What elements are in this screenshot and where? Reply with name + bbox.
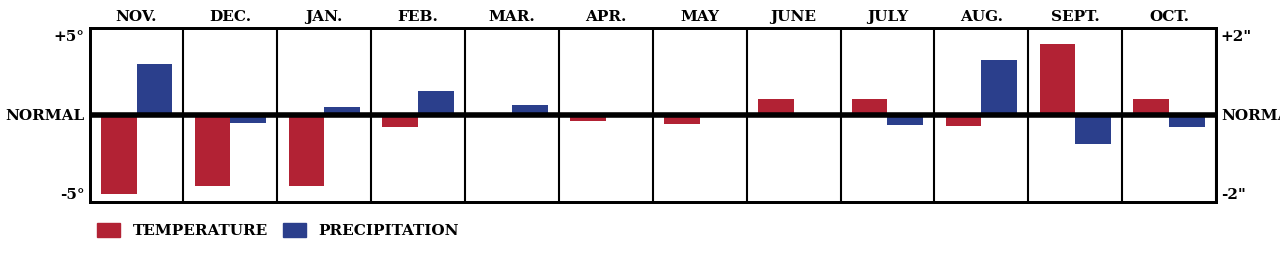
Bar [1169,115,1204,127]
Legend: TEMPERATURE, PRECIPITATION: TEMPERATURE, PRECIPITATION [97,223,458,238]
Bar [982,60,1018,115]
Bar [570,115,605,121]
Bar [137,64,173,115]
Bar [101,115,137,194]
Bar [419,91,454,115]
Bar [512,105,548,115]
Bar [946,115,982,126]
Bar [887,115,923,125]
Bar [288,115,324,186]
Bar [383,115,419,127]
Bar [1075,115,1111,144]
Bar [230,115,266,123]
Bar [758,99,794,115]
Bar [195,115,230,186]
Bar [1039,44,1075,115]
Bar [1133,99,1169,115]
Bar [664,115,700,124]
Bar [851,99,887,115]
Bar [324,107,360,115]
